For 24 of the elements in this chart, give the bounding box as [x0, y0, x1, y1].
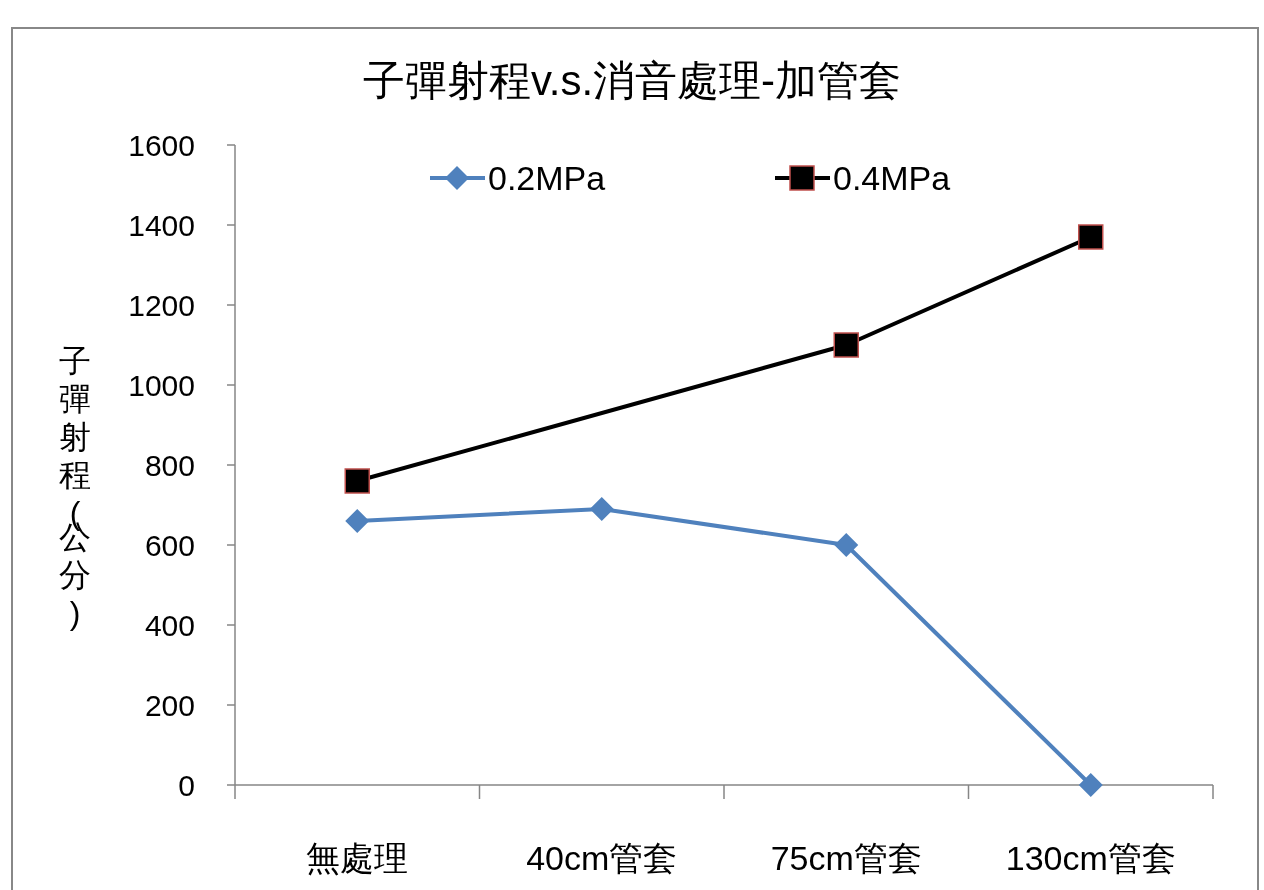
y-tick-label: 1200: [128, 289, 195, 322]
legend-label: 0.2MPa: [488, 159, 606, 197]
point: [589, 497, 614, 521]
y-tick-label: 200: [144, 689, 195, 722]
point: [834, 533, 859, 557]
point: [833, 332, 859, 358]
y-tick-label: 0: [178, 769, 195, 802]
point: [345, 509, 370, 533]
y-tick-label: 600: [144, 529, 195, 562]
x-tick-label: 無處理: [306, 839, 409, 877]
point: [1078, 773, 1103, 797]
y-tick-label: 1600: [128, 129, 195, 162]
y-tick-label: 800: [144, 449, 195, 482]
x-tick-label: 40cm管套: [526, 839, 678, 877]
legend-label: 0.4MPa: [833, 159, 951, 197]
y-tick-label: 1400: [128, 209, 195, 242]
x-tick-label: 75cm管套: [770, 839, 922, 877]
chart-title: 子彈射程v.s.消音處理-加管套: [362, 57, 902, 104]
point: [1078, 224, 1104, 250]
y-tick-label: 1000: [128, 369, 195, 402]
x-tick-label: 130cm管套: [1005, 839, 1176, 877]
point: [344, 468, 370, 494]
y-tick-label: 400: [144, 609, 195, 642]
y-axis-title: 子彈射程(公分): [59, 343, 91, 631]
